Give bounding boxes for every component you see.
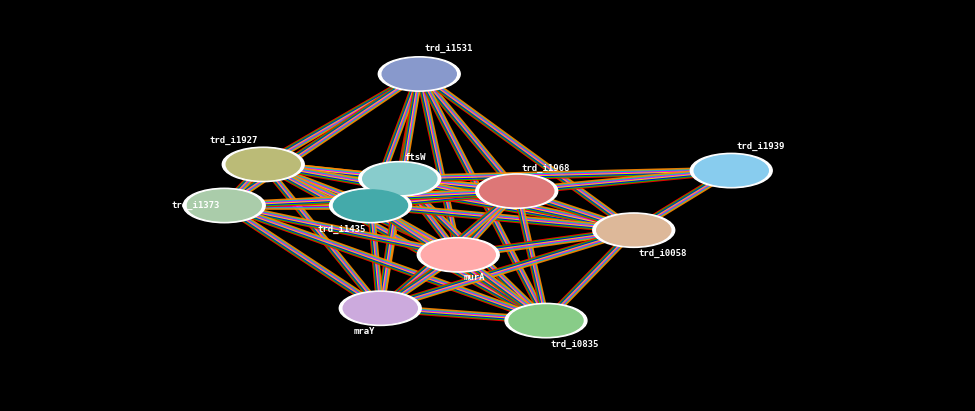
Circle shape	[378, 57, 460, 91]
Circle shape	[417, 238, 499, 272]
Circle shape	[226, 149, 300, 180]
Circle shape	[509, 305, 583, 336]
Text: trd_i1968: trd_i1968	[522, 164, 570, 173]
Circle shape	[339, 291, 421, 326]
Circle shape	[187, 190, 261, 221]
Circle shape	[359, 162, 441, 196]
Text: trd_i1927: trd_i1927	[210, 136, 258, 145]
Text: trd_i1373: trd_i1373	[171, 201, 219, 210]
Circle shape	[183, 188, 265, 223]
Text: trd_i0835: trd_i0835	[551, 340, 600, 349]
Text: trd_i1531: trd_i1531	[424, 44, 473, 53]
Circle shape	[597, 215, 671, 246]
Text: ftsW: ftsW	[405, 153, 426, 162]
Circle shape	[382, 58, 456, 90]
Circle shape	[343, 293, 417, 324]
Text: trd_i1435: trd_i1435	[317, 225, 366, 234]
Text: trd_i1939: trd_i1939	[736, 142, 785, 151]
Circle shape	[330, 188, 411, 223]
Circle shape	[480, 175, 554, 207]
Circle shape	[505, 303, 587, 338]
Circle shape	[694, 155, 768, 186]
Circle shape	[690, 153, 772, 188]
Circle shape	[593, 213, 675, 247]
Circle shape	[476, 174, 558, 208]
Circle shape	[363, 163, 437, 194]
Text: trd_i0058: trd_i0058	[639, 249, 687, 258]
Circle shape	[421, 239, 495, 270]
Text: murA: murA	[463, 273, 485, 282]
Circle shape	[333, 190, 408, 221]
Text: mraY: mraY	[354, 327, 375, 336]
Circle shape	[222, 147, 304, 182]
